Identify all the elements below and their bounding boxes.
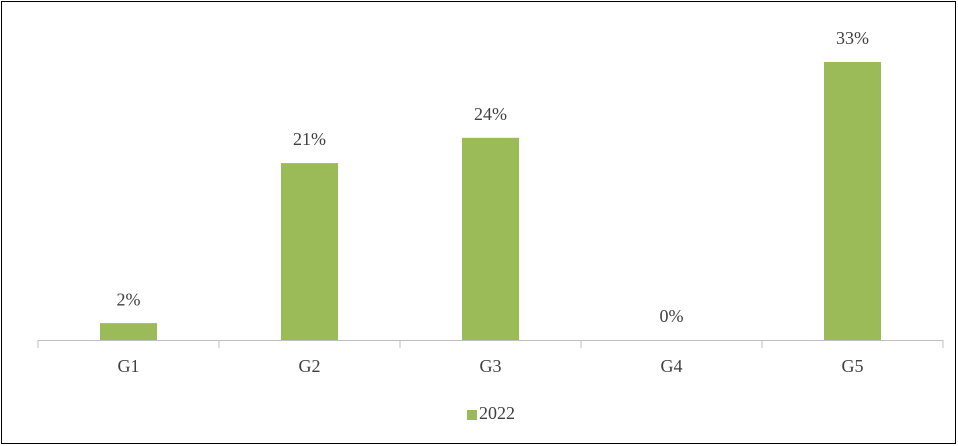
x-tick-label: G4 (661, 356, 683, 376)
x-tick-label: G5 (842, 356, 864, 376)
bar (824, 62, 881, 340)
x-tick-label: G2 (299, 356, 321, 376)
bar (100, 323, 157, 340)
bar (462, 137, 519, 340)
value-label: 0% (660, 306, 684, 326)
value-label: 24% (474, 104, 507, 124)
bar (281, 163, 338, 340)
value-label: 33% (836, 28, 869, 48)
value-label: 21% (293, 129, 326, 149)
legend-label: 2022 (479, 403, 515, 423)
x-tick-label: G3 (480, 356, 502, 376)
value-label: 2% (117, 289, 141, 309)
x-tick-label: G1 (118, 356, 140, 376)
legend-swatch (467, 410, 477, 420)
